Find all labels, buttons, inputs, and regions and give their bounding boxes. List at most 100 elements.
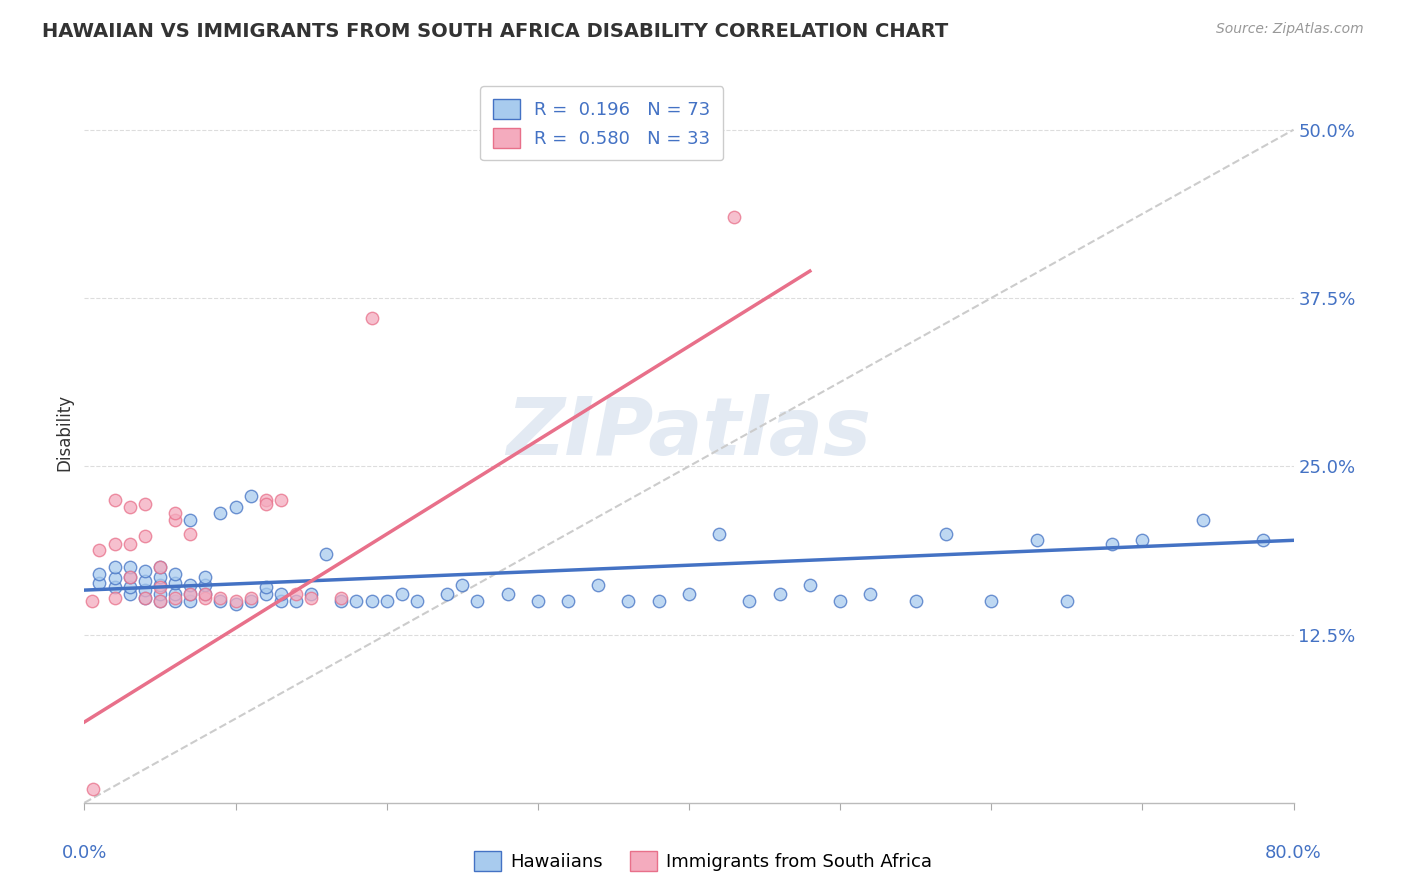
Point: [239, 489, 262, 503]
Point: [935, 526, 957, 541]
Point: [89, 566, 111, 581]
Point: [299, 591, 322, 606]
Point: [904, 594, 927, 608]
Point: [723, 211, 745, 225]
Point: [709, 526, 731, 541]
Point: [1130, 533, 1153, 548]
Point: [194, 587, 217, 601]
Point: [134, 574, 156, 588]
Point: [239, 594, 262, 608]
Point: [225, 594, 247, 608]
Point: [1101, 537, 1123, 551]
Point: [225, 597, 247, 611]
Point: [617, 594, 640, 608]
Legend: R =  0.196   N = 73, R =  0.580   N = 33: R = 0.196 N = 73, R = 0.580 N = 33: [481, 87, 723, 161]
Point: [194, 587, 217, 601]
Point: [980, 594, 1002, 608]
Point: [134, 564, 156, 578]
Point: [165, 566, 187, 581]
Point: [769, 587, 792, 601]
Point: [360, 311, 382, 326]
Point: [346, 594, 368, 608]
Point: [254, 587, 277, 601]
Point: [467, 594, 489, 608]
Text: 0.0%: 0.0%: [62, 844, 107, 862]
Point: [436, 587, 458, 601]
Point: [165, 587, 187, 601]
Point: [648, 594, 671, 608]
Point: [239, 591, 262, 606]
Point: [165, 594, 187, 608]
Point: [194, 569, 217, 583]
Point: [209, 591, 232, 606]
Point: [165, 513, 187, 527]
Point: [330, 591, 353, 606]
Point: [1192, 513, 1215, 527]
Point: [360, 594, 382, 608]
Point: [149, 578, 172, 592]
Point: [134, 583, 156, 598]
Point: [104, 560, 127, 574]
Point: [194, 578, 217, 592]
Point: [118, 560, 141, 574]
Point: [254, 581, 277, 595]
Point: [104, 571, 127, 585]
Point: [270, 594, 292, 608]
Text: ZIPatlas: ZIPatlas: [506, 393, 872, 472]
Point: [527, 594, 550, 608]
Point: [179, 578, 201, 592]
Point: [1025, 533, 1047, 548]
Point: [179, 594, 201, 608]
Y-axis label: Disability: Disability: [55, 394, 73, 471]
Point: [104, 537, 127, 551]
Point: [270, 587, 292, 601]
Point: [330, 594, 353, 608]
Point: [270, 492, 292, 507]
Point: [1056, 594, 1078, 608]
Text: Source: ZipAtlas.com: Source: ZipAtlas.com: [1216, 22, 1364, 37]
Point: [134, 591, 156, 606]
Point: [149, 581, 172, 595]
Point: [496, 587, 519, 601]
Point: [799, 578, 821, 592]
Point: [134, 591, 156, 606]
Point: [179, 587, 201, 601]
Point: [391, 587, 413, 601]
Point: [299, 587, 322, 601]
Point: [134, 497, 156, 511]
Point: [134, 529, 156, 543]
Point: [179, 587, 201, 601]
Point: [149, 560, 172, 574]
Point: [82, 782, 104, 797]
Point: [118, 569, 141, 583]
Point: [165, 507, 187, 521]
Point: [165, 576, 187, 591]
Point: [375, 594, 398, 608]
Point: [194, 591, 217, 606]
Point: [315, 547, 337, 561]
Point: [118, 587, 141, 601]
Point: [118, 500, 141, 514]
Point: [225, 500, 247, 514]
Point: [179, 513, 201, 527]
Point: [254, 497, 277, 511]
Point: [557, 594, 579, 608]
Point: [285, 587, 308, 601]
Point: [179, 526, 201, 541]
Point: [588, 578, 610, 592]
Point: [149, 587, 172, 601]
Point: [830, 594, 852, 608]
Point: [118, 537, 141, 551]
Point: [104, 492, 127, 507]
Point: [149, 560, 172, 574]
Text: HAWAIIAN VS IMMIGRANTS FROM SOUTH AFRICA DISABILITY CORRELATION CHART: HAWAIIAN VS IMMIGRANTS FROM SOUTH AFRICA…: [42, 22, 949, 41]
Legend: Hawaiians, Immigrants from South Africa: Hawaiians, Immigrants from South Africa: [467, 844, 939, 879]
Point: [104, 581, 127, 595]
Point: [254, 492, 277, 507]
Point: [149, 594, 172, 608]
Point: [209, 507, 232, 521]
Point: [738, 594, 761, 608]
Point: [149, 594, 172, 608]
Point: [80, 594, 103, 608]
Point: [104, 591, 127, 606]
